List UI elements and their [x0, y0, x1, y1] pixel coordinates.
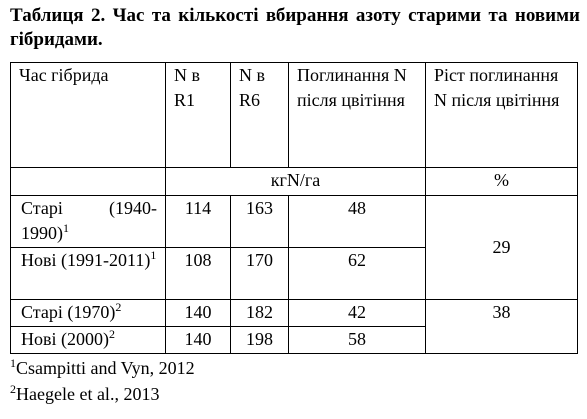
cell — [10, 167, 166, 196]
cell: 42 — [288, 299, 426, 327]
header-cell: N в R6 — [230, 62, 289, 168]
cell: 163 — [230, 195, 289, 248]
header-row: Час гібрида N в R1 N в R6 Поглинання N п… — [10, 62, 578, 168]
cell: 182 — [230, 299, 289, 327]
row-label: Нові (2000)2 — [10, 326, 166, 354]
footnote: 1Csampitti and Vyn, 2012 — [10, 356, 195, 380]
footnote-mark: 2 — [10, 382, 16, 396]
cell: 58 — [288, 326, 426, 354]
table-title: Таблиця 2. Час та кількості вбирання азо… — [10, 5, 580, 50]
footnote-text: Csampitti and Vyn, 2012 — [16, 358, 195, 378]
unit-cell: % — [425, 167, 578, 196]
footnote: 2Haegele et al., 2013 — [10, 382, 159, 406]
cell: 170 — [230, 247, 289, 300]
data-row: Старі (1940-1990)1 114 163 48 29 — [10, 195, 578, 300]
header-cell: Ріст поглинання N після цвітіння — [425, 62, 578, 168]
cell: 140 — [165, 326, 231, 354]
label-text: Старі (1940-1990) — [21, 198, 157, 243]
cell: 140 — [165, 299, 231, 327]
note-mark: 2 — [109, 327, 115, 341]
unit-cell: кгN/га — [165, 167, 426, 196]
label-text: Старі (1970) — [21, 302, 116, 322]
note-mark: 1 — [150, 248, 157, 262]
cell: 108 — [165, 247, 231, 300]
cell: 114 — [165, 195, 231, 248]
footnote-mark: 1 — [10, 356, 16, 370]
cell: 198 — [230, 326, 289, 354]
units-row: кгN/га % — [10, 167, 578, 196]
data-row: Старі (1970)2 140 182 42 38 — [10, 299, 578, 354]
header-cell: Поглинання N після цвітіння — [288, 62, 426, 168]
data-table: Час гібрида N в R1 N в R6 Поглинання N п… — [10, 62, 578, 354]
data-row: Нові (1991-2011)1 108 170 62 — [10, 247, 578, 300]
header-cell: N в R1 — [165, 62, 231, 168]
row-label: Нові (1991-2011)1 — [10, 247, 166, 300]
cell: 62 — [288, 247, 426, 300]
footnote-text: Haegele et al., 2013 — [16, 384, 160, 404]
note-mark: 2 — [115, 300, 122, 314]
row-label: Старі (1940-1990)1 — [10, 195, 166, 248]
cell: 48 — [288, 195, 426, 248]
label-text: Нові (2000) — [21, 329, 109, 349]
row-label: Старі (1970)2 — [10, 299, 166, 327]
note-mark: 1 — [63, 221, 69, 235]
header-cell: Час гібрида — [10, 62, 166, 168]
data-row: Нові (2000)2 140 198 58 — [10, 326, 578, 354]
label-text: Нові (1991-2011) — [21, 250, 151, 270]
cell: 29 — [425, 195, 578, 300]
cell: 38 — [425, 299, 578, 354]
